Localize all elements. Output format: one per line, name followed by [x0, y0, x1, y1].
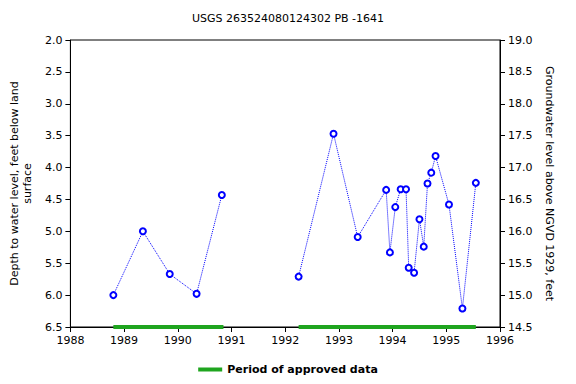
svg-text:2.5: 2.5 [45, 65, 63, 78]
svg-text:1992: 1992 [271, 334, 299, 347]
svg-text:6.0: 6.0 [45, 289, 63, 302]
svg-text:1991: 1991 [217, 334, 245, 347]
svg-text:1993: 1993 [325, 334, 353, 347]
svg-text:Period of approved data: Period of approved data [227, 363, 378, 376]
svg-text:15.5: 15.5 [508, 257, 533, 270]
svg-text:2.0: 2.0 [45, 34, 63, 47]
svg-text:4.0: 4.0 [45, 161, 63, 174]
svg-text:1994: 1994 [379, 334, 407, 347]
svg-text:surface: surface [21, 163, 34, 204]
svg-text:1995: 1995 [432, 334, 460, 347]
svg-text:6.5: 6.5 [45, 321, 63, 334]
svg-text:5.5: 5.5 [45, 257, 63, 270]
svg-text:Groundwater level above NGVD 1: Groundwater level above NGVD 1929, feet [543, 66, 556, 302]
svg-text:18.5: 18.5 [508, 65, 533, 78]
svg-text:16.0: 16.0 [508, 225, 533, 238]
svg-text:5.0: 5.0 [45, 225, 63, 238]
svg-text:18.0: 18.0 [508, 97, 533, 110]
svg-text:17.5: 17.5 [508, 129, 533, 142]
svg-text:Depth to water level, feet bel: Depth to water level, feet below land [8, 81, 21, 286]
svg-text:14.5: 14.5 [508, 321, 533, 334]
svg-text:1990: 1990 [164, 334, 192, 347]
svg-text:1996: 1996 [486, 334, 514, 347]
svg-text:16.5: 16.5 [508, 193, 533, 206]
svg-text:17.0: 17.0 [508, 161, 533, 174]
svg-text:1988: 1988 [56, 334, 84, 347]
svg-text:3.0: 3.0 [45, 97, 63, 110]
svg-text:19.0: 19.0 [508, 34, 533, 47]
svg-text:4.5: 4.5 [45, 193, 63, 206]
svg-text:3.5: 3.5 [45, 129, 63, 142]
svg-text:15.0: 15.0 [508, 289, 533, 302]
svg-text:1989: 1989 [110, 334, 138, 347]
svg-text:USGS 263524080124302 PB -1641: USGS 263524080124302 PB -1641 [192, 12, 384, 25]
